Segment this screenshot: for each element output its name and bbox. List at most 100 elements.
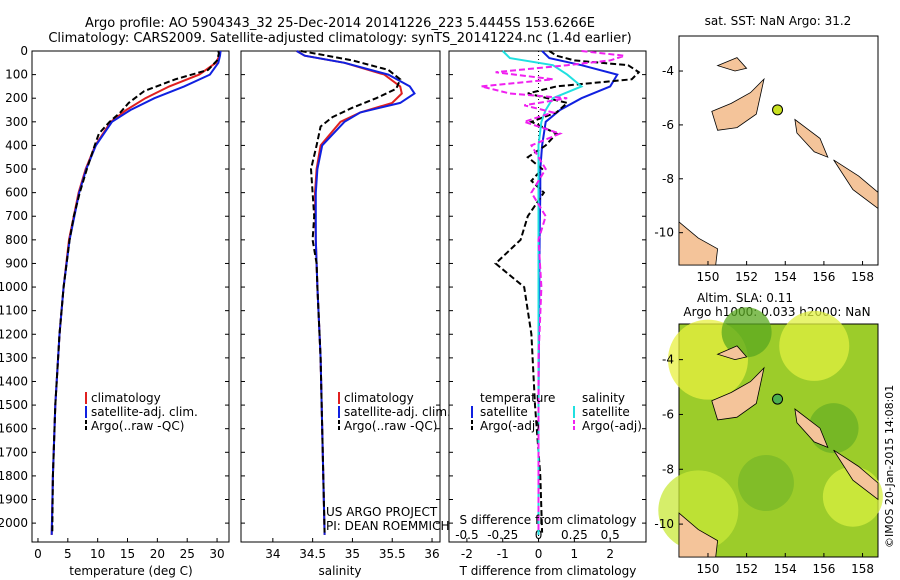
sal-axis: 34 34.5 35 35.5 36 bbox=[241, 50, 440, 561]
x-tick-label: 1 bbox=[571, 547, 579, 561]
map-y-tick-label: -10 bbox=[654, 226, 674, 240]
land bbox=[711, 366, 765, 421]
map-y-tick-label: -4 bbox=[662, 353, 674, 367]
y-tick-label: 1700 bbox=[0, 445, 28, 459]
s-tick-label: -0.25 bbox=[487, 528, 518, 542]
temp-legend: climatology satellite-adj. clim. Argo(..… bbox=[85, 391, 198, 433]
map-y-tick-label: -10 bbox=[654, 517, 674, 531]
x-tick-label: 25 bbox=[180, 547, 195, 561]
land bbox=[678, 221, 719, 266]
map-x-tick-label: 156 bbox=[812, 270, 835, 284]
series-line-3 bbox=[480, 50, 625, 533]
diff-panel-frame bbox=[448, 50, 647, 543]
x-tick-label: 35 bbox=[345, 547, 360, 561]
y-tick-label: 1900 bbox=[0, 493, 28, 507]
legend-argo: Argo(..raw -QC) bbox=[91, 419, 184, 433]
y-tick-label: 1100 bbox=[0, 304, 28, 318]
map-top-title: sat. SST: NaN Argo: 31.2 bbox=[705, 14, 852, 28]
map-x-tick-label: 150 bbox=[697, 562, 720, 576]
land bbox=[711, 77, 765, 131]
map-x-tick-label: 154 bbox=[774, 270, 797, 284]
legend-sal-clim: climatology bbox=[344, 391, 414, 405]
land bbox=[833, 449, 879, 501]
sla-blob bbox=[779, 310, 850, 381]
diff-xlabel-t: T difference from climatology bbox=[459, 564, 637, 578]
sal-series bbox=[296, 50, 416, 535]
y-tick-label: 1000 bbox=[0, 280, 28, 294]
sla-blob bbox=[737, 454, 794, 511]
map-x-tick-label: 154 bbox=[774, 562, 797, 576]
y-tick-label: 1400 bbox=[0, 374, 28, 388]
series-line-2 bbox=[51, 50, 220, 533]
temp-axis: 0 5 10 15 20 25 300100200300400500600700800900… bbox=[0, 44, 229, 561]
sla-blob bbox=[658, 470, 739, 551]
land bbox=[794, 118, 829, 158]
y-tick-label: 300 bbox=[5, 115, 28, 129]
series-line-2 bbox=[300, 50, 402, 533]
y-tick-label: 200 bbox=[5, 91, 28, 105]
sla-blob bbox=[721, 307, 772, 358]
y-tick-label: 100 bbox=[5, 68, 28, 82]
map-x-tick-label: 150 bbox=[697, 270, 720, 284]
x-tick-label: 34 bbox=[265, 547, 280, 561]
x-tick-label: -1 bbox=[497, 547, 509, 561]
y-tick-label: 1500 bbox=[0, 398, 28, 412]
y-tick-label: 1300 bbox=[0, 351, 28, 365]
y-tick-label: 1600 bbox=[0, 422, 28, 436]
diff-series bbox=[480, 50, 641, 535]
x-tick-label: 36 bbox=[424, 547, 439, 561]
y-tick-label: 1200 bbox=[0, 327, 28, 341]
x-tick-label: 2 bbox=[606, 547, 614, 561]
legend-diff-sargo: Argo(-adj) bbox=[582, 419, 642, 433]
legend-diff-temperature: temperature bbox=[480, 391, 555, 405]
y-tick-label: 0 bbox=[20, 44, 28, 58]
map-y-tick-label: -8 bbox=[662, 462, 674, 476]
land bbox=[833, 159, 879, 210]
land bbox=[716, 345, 748, 361]
x-tick-label: 15 bbox=[120, 547, 135, 561]
map-x-tick-label: 158 bbox=[851, 562, 874, 576]
s-tick-label: -0.5 bbox=[455, 528, 478, 542]
map-x-tick-label: 152 bbox=[735, 562, 758, 576]
header-line1: Argo profile: AO 5904343_32 25-Dec-2014 … bbox=[85, 16, 595, 31]
argo-location-marker bbox=[772, 393, 784, 405]
legend-diff-salinity: salinity bbox=[582, 391, 625, 405]
legend-diff-targo: Argo(-adj) bbox=[480, 419, 540, 433]
land bbox=[794, 408, 829, 449]
y-tick-label: 900 bbox=[5, 256, 28, 270]
legend-diff-tsat: satellite bbox=[480, 405, 528, 419]
x-tick-label: 35.5 bbox=[379, 547, 406, 561]
map-top-frame bbox=[678, 35, 879, 266]
s-tick-label: 0.5 bbox=[601, 528, 620, 542]
s-tick-label: 0.25 bbox=[561, 528, 588, 542]
map-x-tick-label: 152 bbox=[735, 270, 758, 284]
header-line2: Climatology: CARS2009. Satellite-adjuste… bbox=[48, 31, 631, 46]
y-tick-label: 2000 bbox=[0, 516, 28, 530]
temp-xlabel: temperature (deg C) bbox=[69, 564, 192, 578]
x-tick-label: 34.5 bbox=[299, 547, 326, 561]
map-bottom-content: 150 152 154 156 158 -10 -8 -6 -4 bbox=[654, 307, 883, 576]
series-line-0 bbox=[537, 50, 619, 535]
sal-legend: climatology satellite-adj. clim. Argo(..… bbox=[338, 391, 451, 433]
series-line-1 bbox=[50, 50, 222, 535]
diff-legend: temperature satellite Argo(-adj) salinit… bbox=[471, 391, 642, 433]
argo-location-marker bbox=[772, 104, 784, 116]
map-bottom-title1: Altim. SLA: 0.11 bbox=[697, 291, 793, 305]
map-y-tick-label: -8 bbox=[662, 172, 674, 186]
timestamp-stamp: ©IMOS 20-Jan-2015 14:08:01 bbox=[883, 385, 896, 548]
series-line-1 bbox=[296, 50, 416, 535]
x-tick-label: 30 bbox=[209, 547, 224, 561]
temp-series bbox=[50, 50, 222, 535]
sal-xlabel: salinity bbox=[318, 564, 361, 578]
x-tick-label: 0 bbox=[535, 547, 543, 561]
sal-panel-frame bbox=[240, 50, 441, 543]
series-line-1 bbox=[494, 50, 641, 533]
map-y-tick-label: -6 bbox=[662, 407, 674, 421]
series-line-0 bbox=[50, 50, 221, 535]
legend-climatology: climatology bbox=[91, 391, 161, 405]
map-y-tick-label: -4 bbox=[662, 64, 674, 78]
x-tick-label: -2 bbox=[461, 547, 473, 561]
x-tick-label: 0 bbox=[34, 547, 42, 561]
